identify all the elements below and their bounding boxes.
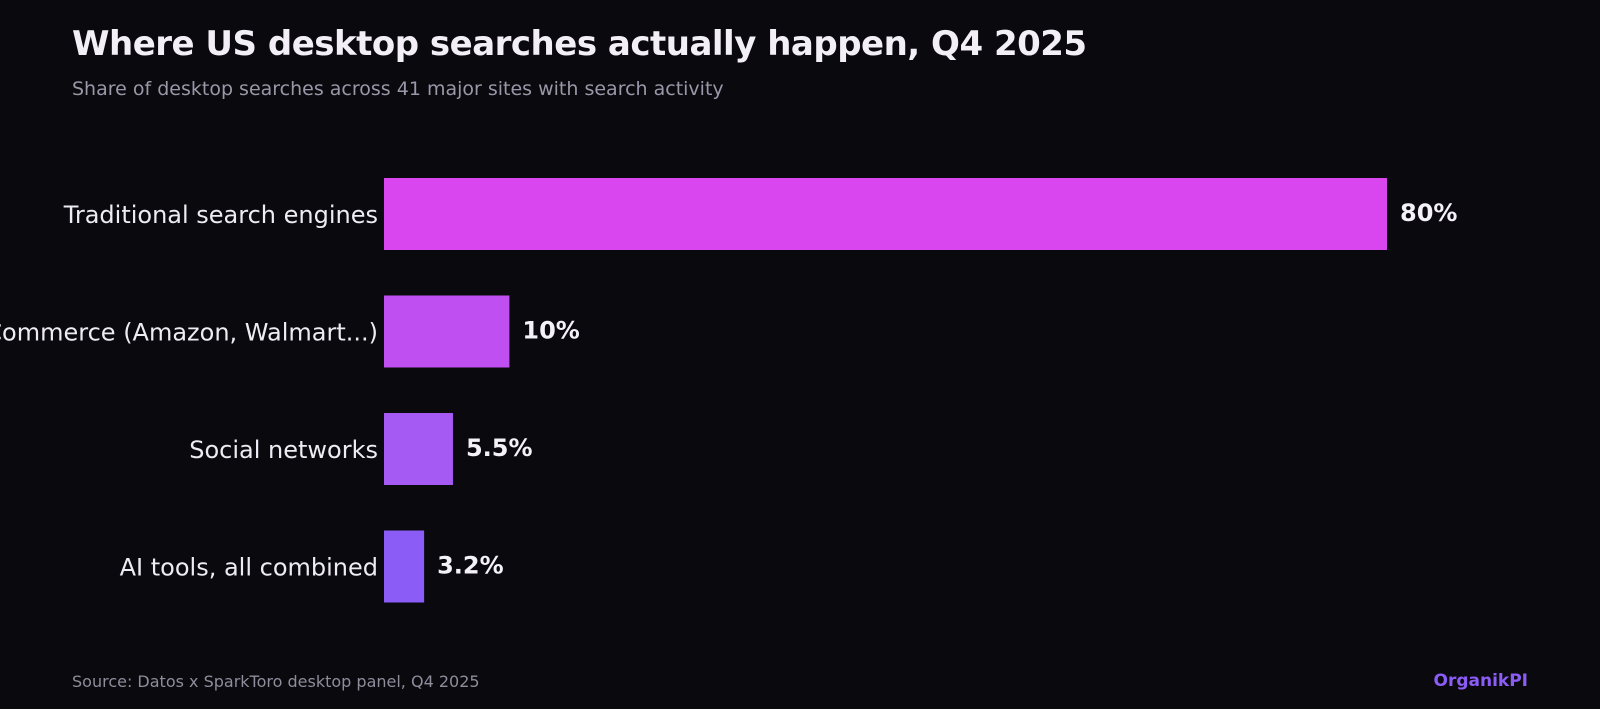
value-label-1: 10% xyxy=(522,317,579,345)
category-label-3: AI tools, all combined xyxy=(120,554,378,582)
value-label-0: 80% xyxy=(1400,199,1457,227)
value-label-2: 5.5% xyxy=(466,434,533,462)
value-label-3: 3.2% xyxy=(437,552,504,580)
category-label-1: Commerce (Amazon, Walmart...) xyxy=(0,319,378,347)
bar-3 xyxy=(384,530,425,603)
bar-1 xyxy=(384,295,510,368)
brand-logo: OrganikPI xyxy=(1433,671,1529,691)
category-label-2: Social networks xyxy=(189,436,378,464)
category-label-0: Traditional search engines xyxy=(63,201,378,229)
bar-2 xyxy=(384,413,453,485)
source-note: Source: Datos x SparkToro desktop panel,… xyxy=(72,672,480,691)
page-title: Where US desktop searches actually happe… xyxy=(72,24,1087,64)
page-subtitle: Share of desktop searches across 41 majo… xyxy=(72,78,724,100)
bar-0 xyxy=(384,178,1387,250)
